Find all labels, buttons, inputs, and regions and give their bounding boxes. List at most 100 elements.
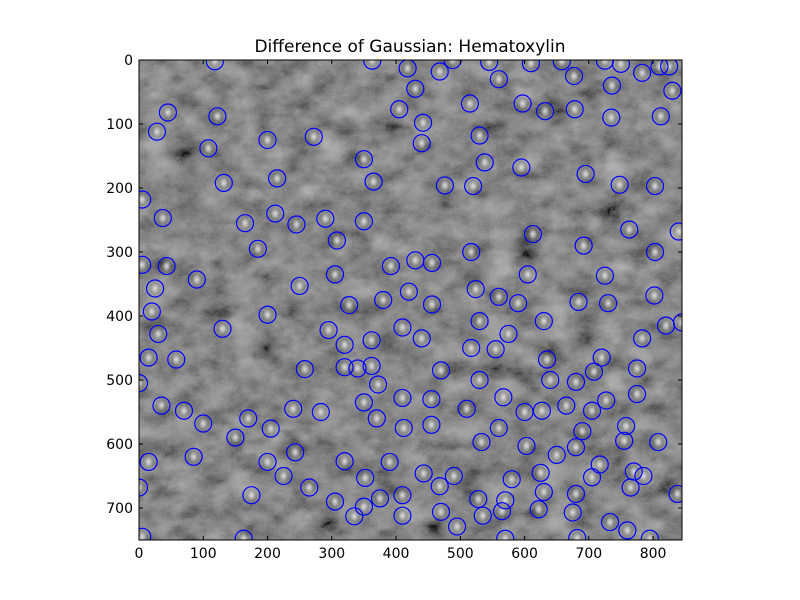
y-tick-label: 200 bbox=[106, 181, 133, 197]
nucleus-blob bbox=[518, 404, 531, 420]
x-tick-label: 100 bbox=[190, 546, 217, 562]
nucleus-blob bbox=[460, 401, 473, 417]
blob-marker bbox=[470, 126, 489, 145]
nucleus-blob bbox=[676, 314, 682, 330]
blob-marker bbox=[447, 517, 467, 536]
nucleus-blob bbox=[357, 213, 370, 229]
nucleus-blob bbox=[208, 60, 221, 69]
blob-marker bbox=[645, 286, 664, 305]
nucleus-blob bbox=[397, 420, 410, 436]
blob-marker bbox=[616, 416, 636, 436]
nucleus-blob bbox=[370, 410, 383, 426]
blob-marker bbox=[444, 466, 463, 486]
nucleus-blob bbox=[160, 258, 173, 274]
nucleus-blob bbox=[492, 420, 505, 436]
nucleus-blob bbox=[602, 295, 615, 311]
blob-marker bbox=[563, 503, 582, 522]
blob-marker bbox=[651, 107, 670, 126]
nucleus-blob bbox=[409, 252, 422, 268]
nucleus-blob bbox=[152, 326, 165, 342]
nucleus-blob bbox=[139, 375, 145, 391]
blob-marker bbox=[142, 302, 161, 321]
blob-marker bbox=[393, 318, 412, 337]
blob-marker bbox=[258, 130, 277, 150]
nucleus-blob bbox=[515, 160, 528, 176]
nucleus-blob bbox=[447, 468, 460, 484]
blob-marker bbox=[462, 242, 481, 262]
nucleus-blob bbox=[614, 60, 627, 72]
blob-marker bbox=[422, 390, 441, 409]
nucleus-blob bbox=[550, 447, 563, 463]
nucleus-blob bbox=[139, 192, 149, 208]
blob-marker bbox=[139, 478, 149, 497]
nucleus-blob bbox=[569, 486, 582, 502]
blob-marker bbox=[422, 415, 441, 434]
nucleus-blob bbox=[541, 352, 554, 368]
blob-marker bbox=[537, 350, 557, 369]
x-tick-label: 600 bbox=[511, 546, 538, 562]
blob-marker bbox=[290, 276, 309, 296]
nucleus-blob bbox=[605, 78, 618, 94]
blob-marker bbox=[489, 287, 508, 306]
blob-marker bbox=[158, 103, 178, 122]
nucleus-blob bbox=[663, 60, 676, 74]
blob-marker bbox=[489, 418, 508, 438]
nuclei-layer bbox=[139, 60, 682, 540]
blob-marker bbox=[205, 60, 224, 71]
nucleus-blob bbox=[170, 352, 183, 368]
x-axis: 0 100 200 300 400 500 600 700 800 bbox=[135, 60, 666, 562]
blob-marker bbox=[362, 356, 381, 376]
axes-frame bbox=[138, 59, 683, 541]
blob-marker bbox=[199, 139, 218, 158]
blob-marker bbox=[152, 396, 171, 415]
blob-marker bbox=[633, 329, 652, 348]
nucleus-blob bbox=[177, 403, 190, 419]
blob-marker bbox=[235, 214, 255, 233]
blob-marker bbox=[509, 294, 528, 313]
nucleus-blob bbox=[598, 268, 611, 284]
blob-marker bbox=[345, 507, 364, 526]
blob-marker bbox=[422, 295, 442, 314]
blob-marker bbox=[576, 164, 595, 184]
blob-marker bbox=[649, 432, 668, 452]
blob-marker bbox=[325, 265, 345, 284]
nucleus-blob bbox=[237, 531, 250, 540]
x-tick-label: 200 bbox=[254, 546, 281, 562]
nucleus-blob bbox=[524, 60, 537, 71]
blob-marker bbox=[523, 224, 543, 244]
nucleus-blob bbox=[435, 362, 448, 378]
nucleus-blob bbox=[261, 307, 274, 323]
nucleus-blob bbox=[653, 60, 666, 74]
nucleus-blob bbox=[402, 284, 415, 300]
nucleus-blob bbox=[623, 222, 636, 238]
blob-marker bbox=[602, 76, 622, 95]
nucleus-blob bbox=[505, 471, 518, 487]
nucleus-blob bbox=[587, 364, 600, 380]
blob-marker bbox=[672, 313, 682, 332]
nucleus-blob bbox=[576, 423, 589, 439]
blob-marker bbox=[512, 158, 531, 177]
blob-marker bbox=[370, 489, 390, 508]
blob-marker bbox=[412, 134, 431, 153]
nucleus-blob bbox=[483, 60, 496, 70]
nucleus-blob bbox=[497, 389, 510, 405]
blob-marker bbox=[304, 127, 323, 146]
nucleus-blob bbox=[465, 340, 478, 356]
blob-marker bbox=[532, 401, 552, 420]
nucleus-blob bbox=[322, 322, 335, 338]
y-tick-label: 500 bbox=[106, 373, 133, 389]
blob-marker bbox=[660, 60, 679, 76]
nucleus-blob bbox=[672, 224, 682, 240]
nucleus-blob bbox=[383, 454, 396, 470]
nucleus-blob bbox=[652, 434, 665, 450]
nucleus-blob bbox=[463, 96, 476, 112]
blob-marker bbox=[325, 492, 345, 511]
nucleus-blob bbox=[251, 241, 264, 257]
nucleus-blob bbox=[303, 480, 316, 496]
blob-marker bbox=[242, 486, 261, 505]
blob-marker bbox=[443, 60, 462, 70]
nucleus-blob bbox=[409, 81, 422, 97]
blob-marker bbox=[380, 452, 399, 472]
blob-marker bbox=[258, 452, 277, 472]
blob-marker bbox=[627, 384, 647, 404]
